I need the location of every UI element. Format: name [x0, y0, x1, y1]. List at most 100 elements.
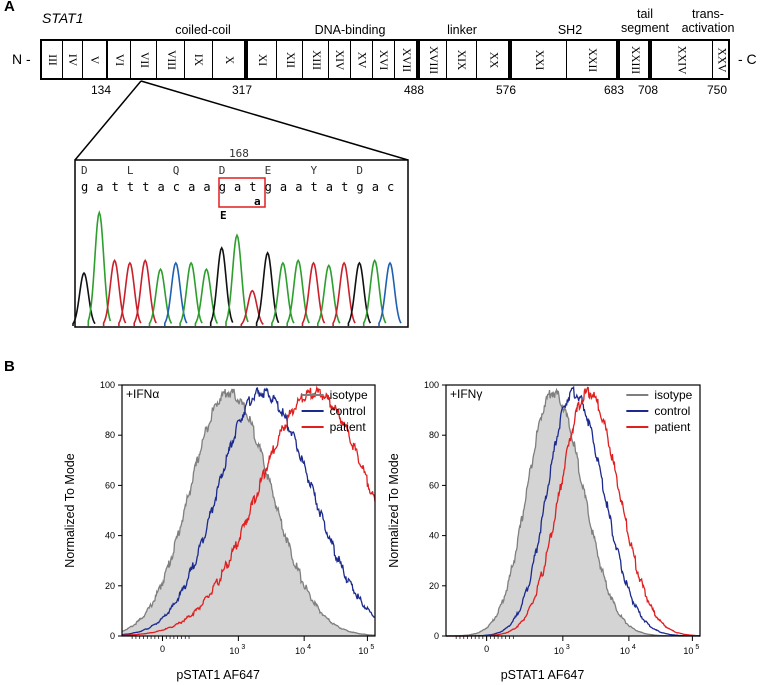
base-12: g: [265, 180, 272, 194]
position-488: 488: [404, 83, 425, 97]
legend-label-patient: patient: [330, 420, 367, 434]
chromatogram-box: [74, 159, 409, 328]
exon-15: XV: [350, 40, 372, 79]
y-tick-label: 40: [105, 531, 115, 541]
base-1: a: [96, 180, 103, 194]
base-9: g: [219, 180, 226, 194]
plot-frame: [121, 384, 376, 637]
control-curve: [121, 387, 376, 636]
domain-label-tail-segment: tail segment: [621, 7, 669, 35]
peak-16: [317, 263, 341, 326]
codon-position-label: 168: [229, 147, 249, 160]
base-17: t: [341, 180, 348, 194]
amino-acid-2: Q: [173, 164, 180, 177]
exon-9: IX: [184, 40, 212, 79]
peak-19: [362, 258, 387, 326]
stimulation-label: +IFNα: [126, 387, 159, 401]
exon-10: X: [212, 40, 246, 79]
x-tick-base: 10: [358, 646, 368, 656]
x-tick-exponent: 5: [370, 644, 374, 651]
base-18: g: [356, 180, 363, 194]
x-axis-label: pSTAT1 AF647: [501, 668, 585, 682]
base-7: a: [188, 180, 195, 194]
base-16: a: [326, 180, 333, 194]
y-tick-label: 100: [100, 380, 115, 390]
y-tick-label: 0: [434, 631, 439, 641]
isotype-fill: [122, 389, 375, 636]
mutant-base: a: [254, 195, 261, 208]
amino-acid-5: Y: [311, 164, 318, 177]
exon-16: XVI: [372, 40, 394, 79]
x-tick-base: 10: [683, 646, 693, 656]
x-tick-exponent: 4: [632, 644, 636, 651]
x-tick-label: 0: [160, 644, 165, 654]
y-tick-label: 80: [105, 430, 115, 440]
chromatogram-traces: [72, 210, 402, 326]
domain-label-coiled-coil: coiled-coil: [175, 23, 231, 37]
base-14: a: [295, 180, 302, 194]
isotype-curve: [122, 388, 375, 636]
exon-8: VIII: [156, 40, 184, 79]
base-19: a: [372, 180, 379, 194]
position-317: 317: [232, 83, 253, 97]
panel-a-label: A: [4, 0, 15, 15]
position-750: 750: [707, 83, 728, 97]
base-0: g: [81, 180, 88, 194]
x-tick-base: 10: [295, 646, 305, 656]
stimulation-label: +IFNγ: [450, 387, 482, 401]
isotype-fill: [446, 390, 700, 636]
base-11: t: [249, 180, 256, 194]
gene-name: STAT1: [42, 10, 84, 26]
domain-box-linker: [418, 39, 510, 80]
amino-acid-0: D: [81, 164, 88, 177]
domain-label-transactivation: trans- activation: [681, 7, 735, 35]
exon-20: XX: [476, 40, 510, 79]
x-axis-label: pSTAT1 AF647: [176, 668, 260, 682]
base-6: c: [173, 180, 180, 194]
y-tick-label: 40: [429, 531, 439, 541]
y-axis-label: Normalized To Mode: [387, 453, 401, 567]
amino-acid-1: L: [127, 164, 134, 177]
x-tick-exponent: 3: [566, 644, 570, 651]
base-5: a: [158, 180, 165, 194]
plot-frame: [445, 384, 701, 637]
y-tick-label: 80: [429, 430, 439, 440]
legend-label-patient: patient: [654, 420, 691, 434]
zoom-line-left: [74, 80, 142, 161]
amino-acid-3: D: [219, 164, 226, 177]
legend-label-isotype: isotype: [330, 388, 368, 402]
peak-0: [72, 271, 96, 326]
zoom-line-right: [140, 80, 409, 161]
peak-1: [87, 210, 112, 326]
domain-box-tail-segment: [618, 39, 650, 80]
exon-4: IV: [62, 40, 82, 79]
position-683: 683: [604, 83, 625, 97]
domain-label-sh2: SH2: [557, 23, 583, 37]
mutation-highlight-box: [218, 177, 266, 208]
y-axis-label: Normalized To Mode: [63, 453, 77, 567]
patient-curve: [121, 385, 376, 637]
y-tick-label: 100: [424, 380, 439, 390]
peak-12: [255, 251, 280, 326]
y-tick-label: 60: [105, 480, 115, 490]
position-576: 576: [496, 83, 517, 97]
base-2: t: [112, 180, 119, 194]
amino-acid-4: E: [265, 164, 272, 177]
peak-18: [347, 261, 372, 326]
peak-4: [133, 258, 157, 326]
base-8: a: [203, 180, 210, 194]
peak-13: [271, 261, 295, 326]
x-tick-base: 10: [554, 646, 564, 656]
exon-12: XII: [276, 40, 302, 79]
base-15: t: [311, 180, 318, 194]
x-tick-base: 10: [229, 646, 239, 656]
exon-24: XXIV: [650, 40, 712, 79]
base-13: a: [280, 180, 287, 194]
peak-15: [301, 261, 326, 326]
x-tick-exponent: 3: [241, 644, 245, 651]
mutant-amino-acid: E: [220, 209, 227, 222]
exon-22: XXII: [566, 40, 618, 79]
peak-2: [102, 258, 127, 326]
